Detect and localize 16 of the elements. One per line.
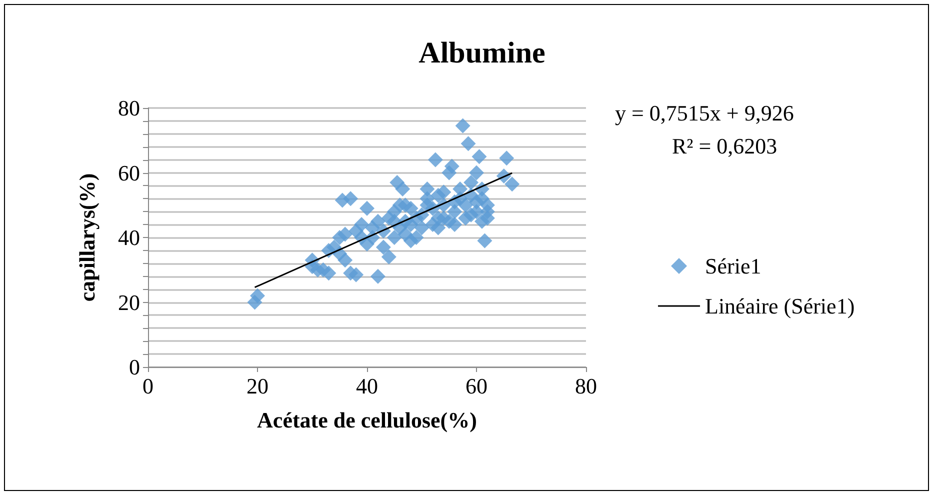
y-tick-label: 20 (118, 290, 140, 315)
legend-label: Linéaire (Série1) (705, 294, 855, 318)
x-tick-label: 60 (466, 374, 488, 398)
y-tick-label: 80 (118, 96, 140, 120)
text: y = 0,7515x + 9,926 (615, 100, 794, 126)
legend-label: Série1 (705, 254, 762, 278)
text: R² = 0,6203 (672, 134, 778, 158)
y-tick-label: 60 (118, 160, 140, 186)
x-tick-label: 80 (575, 374, 597, 398)
y-tick-label: 0 (129, 354, 140, 380)
x-tick-label: 20 (246, 374, 268, 398)
x-axis-title: Acétate de cellulose(%) (257, 408, 477, 432)
y-tick-label: 40 (118, 225, 140, 250)
chart-title: Albumine (418, 36, 546, 70)
y-axis-title: capillarys(%) (74, 173, 100, 302)
x-tick-label: 40 (356, 374, 378, 398)
